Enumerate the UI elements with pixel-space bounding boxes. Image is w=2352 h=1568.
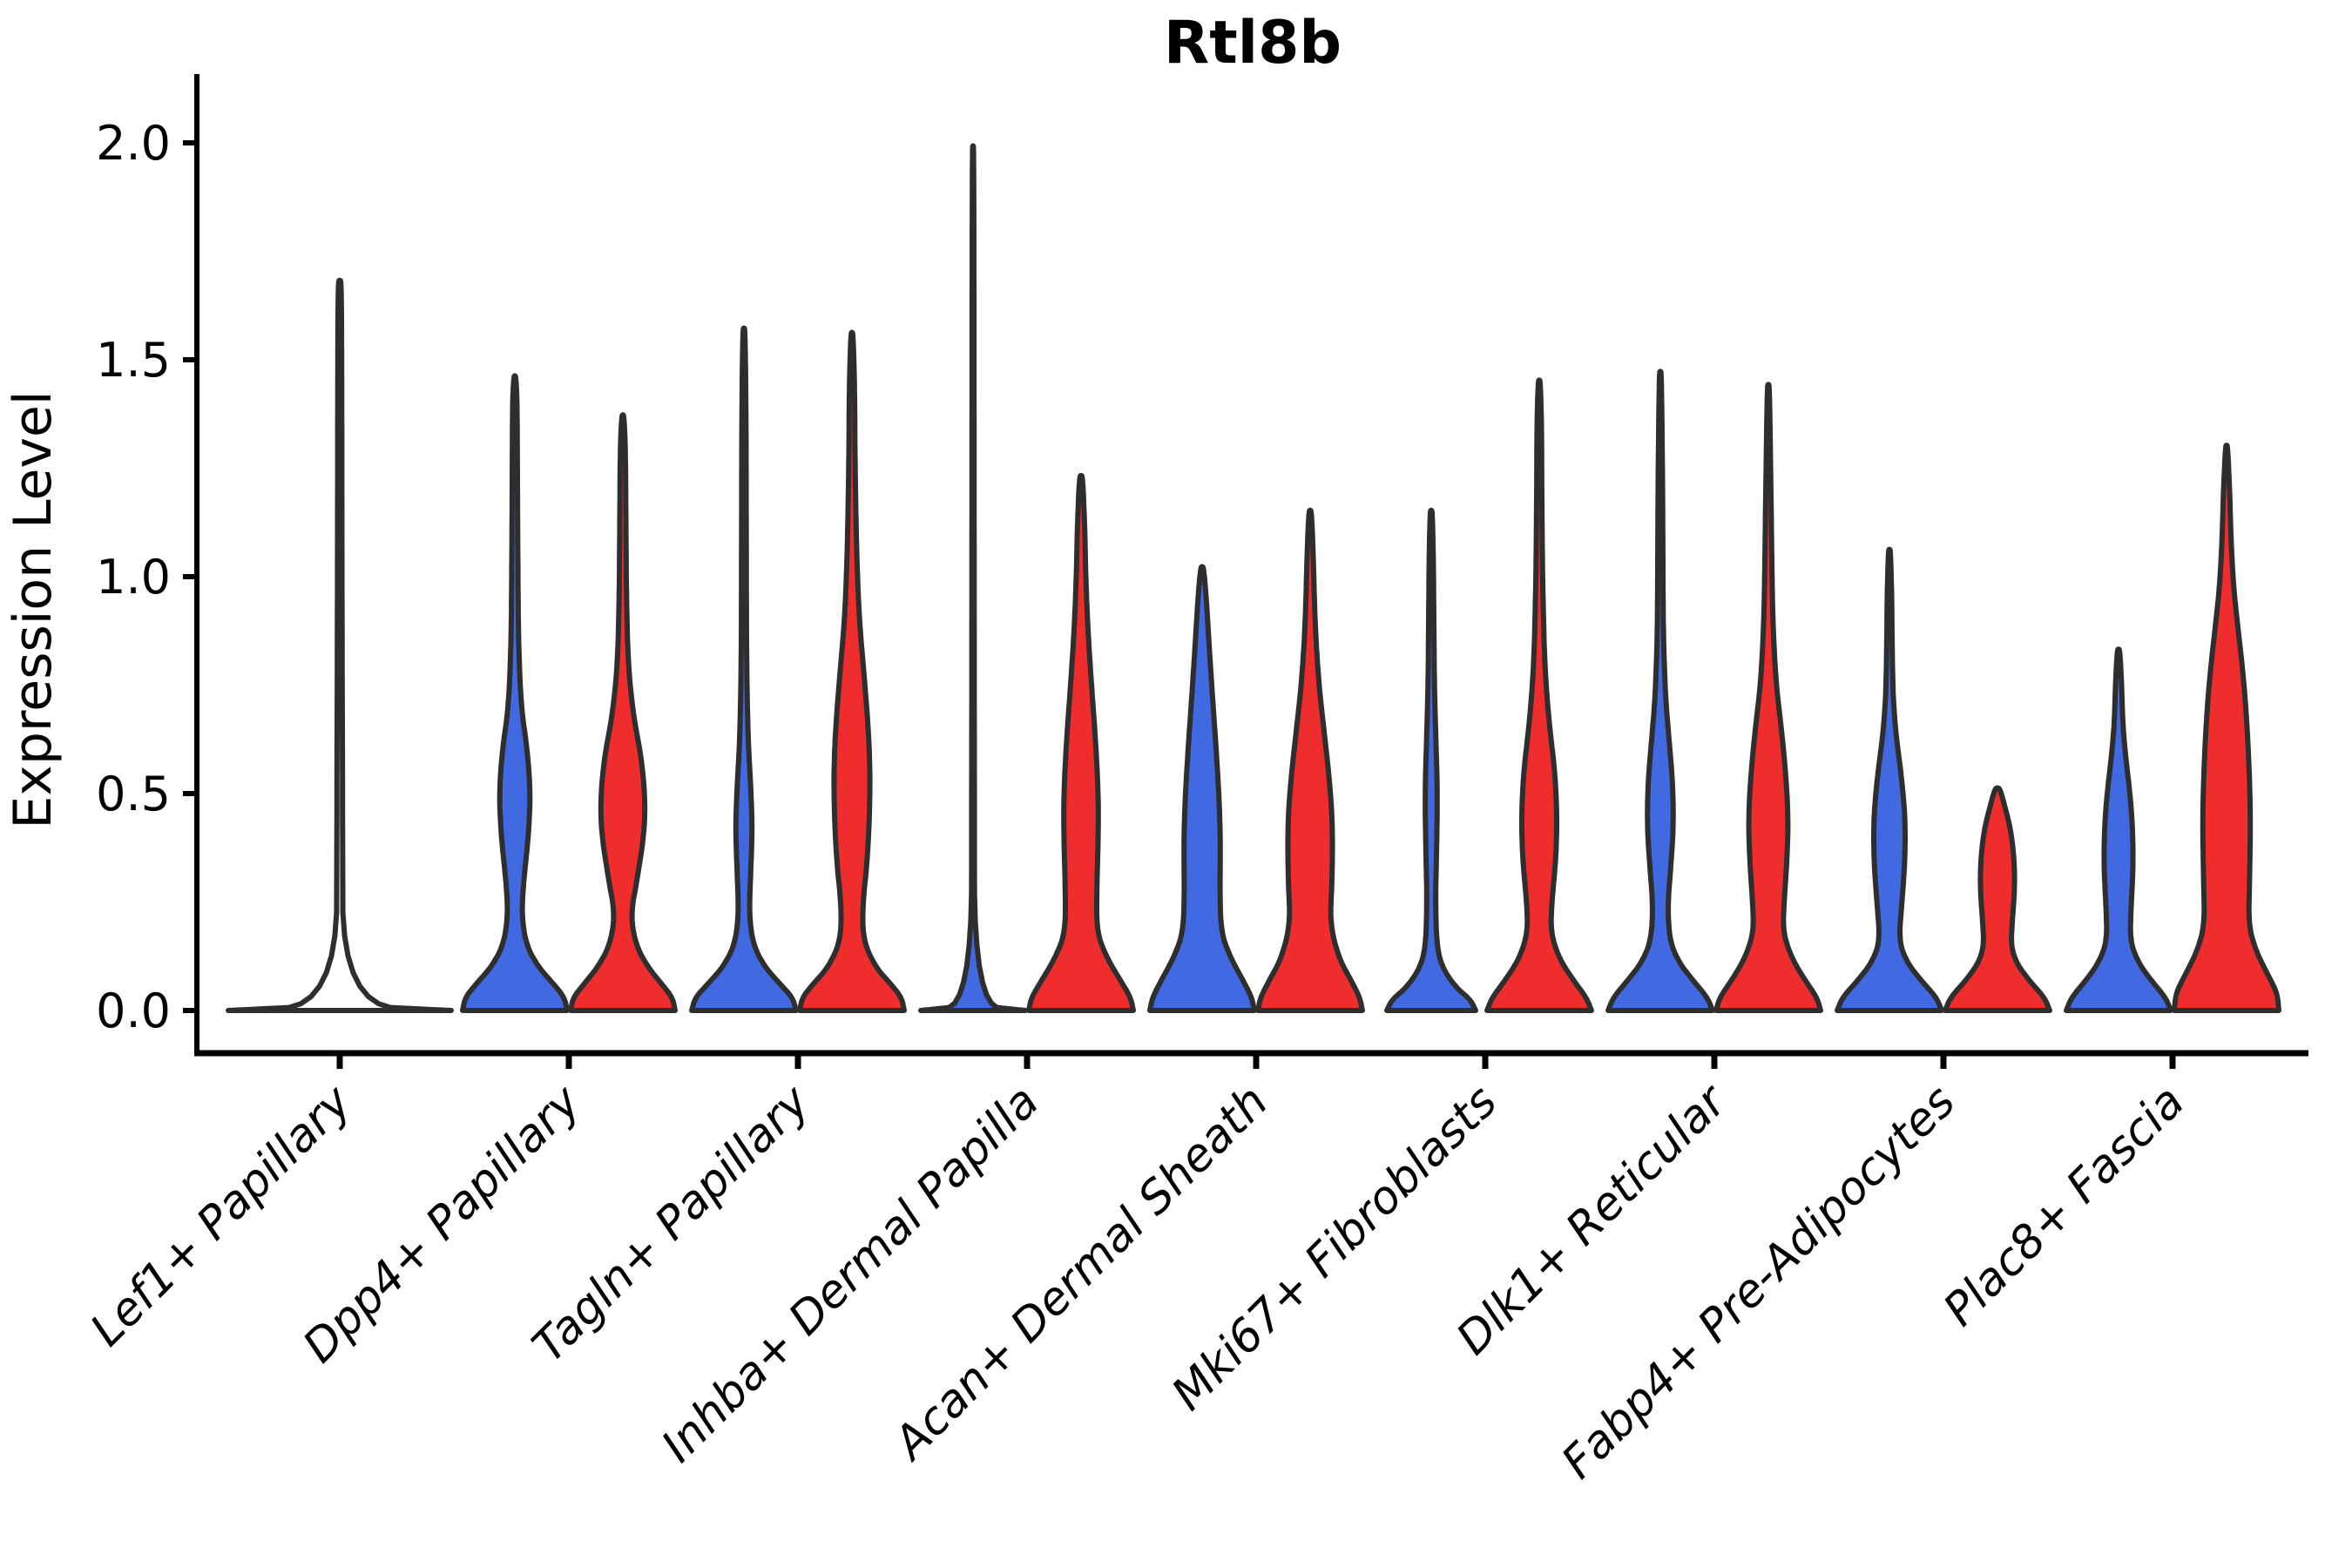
x-tick-label: Inhba+ Dermal Papilla	[652, 1076, 1049, 1473]
violin-dlk1-reticular-red	[1713, 382, 1823, 1013]
violin-dpp4-papillary-red	[568, 412, 678, 1013]
y-tick-label: 0.5	[96, 767, 171, 821]
y-axis-label: Expression Level	[3, 390, 64, 828]
violin-tagln-papillary-red	[797, 329, 907, 1013]
violin-dlk1-reticular-blue	[1605, 368, 1715, 1013]
x-tick-label: Acan+ Dermal Sheath	[882, 1076, 1278, 1471]
violin-dpp4-papillary-blue	[460, 373, 570, 1013]
y-tick-label: 2.0	[96, 116, 171, 171]
x-tick-label: Plac8+ Fascia	[1934, 1076, 2194, 1336]
violin-acan-dermal-sheath-red	[1255, 507, 1365, 1013]
y-tick-label: 0.0	[96, 983, 171, 1038]
x-tick-label: Fabp4+ Pre-Adipocytes	[1552, 1076, 1966, 1490]
violin-inhba-dermal-papilla-red	[1026, 473, 1136, 1013]
violin-acan-dermal-sheath-blue	[1147, 564, 1257, 1013]
y-axis-ticks: 2.0 1.5 1.0 0.5 0.0	[96, 116, 197, 1038]
violin-lef1-papillary-single	[226, 277, 454, 1013]
violin-plac8-fascia-blue	[2064, 646, 2173, 1013]
chart-title: Rtl8b	[1164, 9, 1342, 78]
violins-layer	[226, 143, 2281, 1013]
y-tick-label: 1.5	[96, 333, 171, 388]
violin-mki67-fibroblasts-blue	[1384, 507, 1478, 1013]
violin-plac8-fascia-red	[2172, 443, 2281, 1013]
y-tick-label: 1.0	[96, 550, 171, 605]
violin-tagln-papillary-blue	[689, 325, 799, 1013]
violin-mki67-fibroblasts-red	[1484, 377, 1594, 1013]
violin-fabp4-pre-adipocytes-blue	[1835, 546, 1944, 1013]
violin-inhba-dermal-papilla-blue	[918, 143, 1028, 1013]
violin-fabp4-pre-adipocytes-red	[1943, 785, 2052, 1013]
